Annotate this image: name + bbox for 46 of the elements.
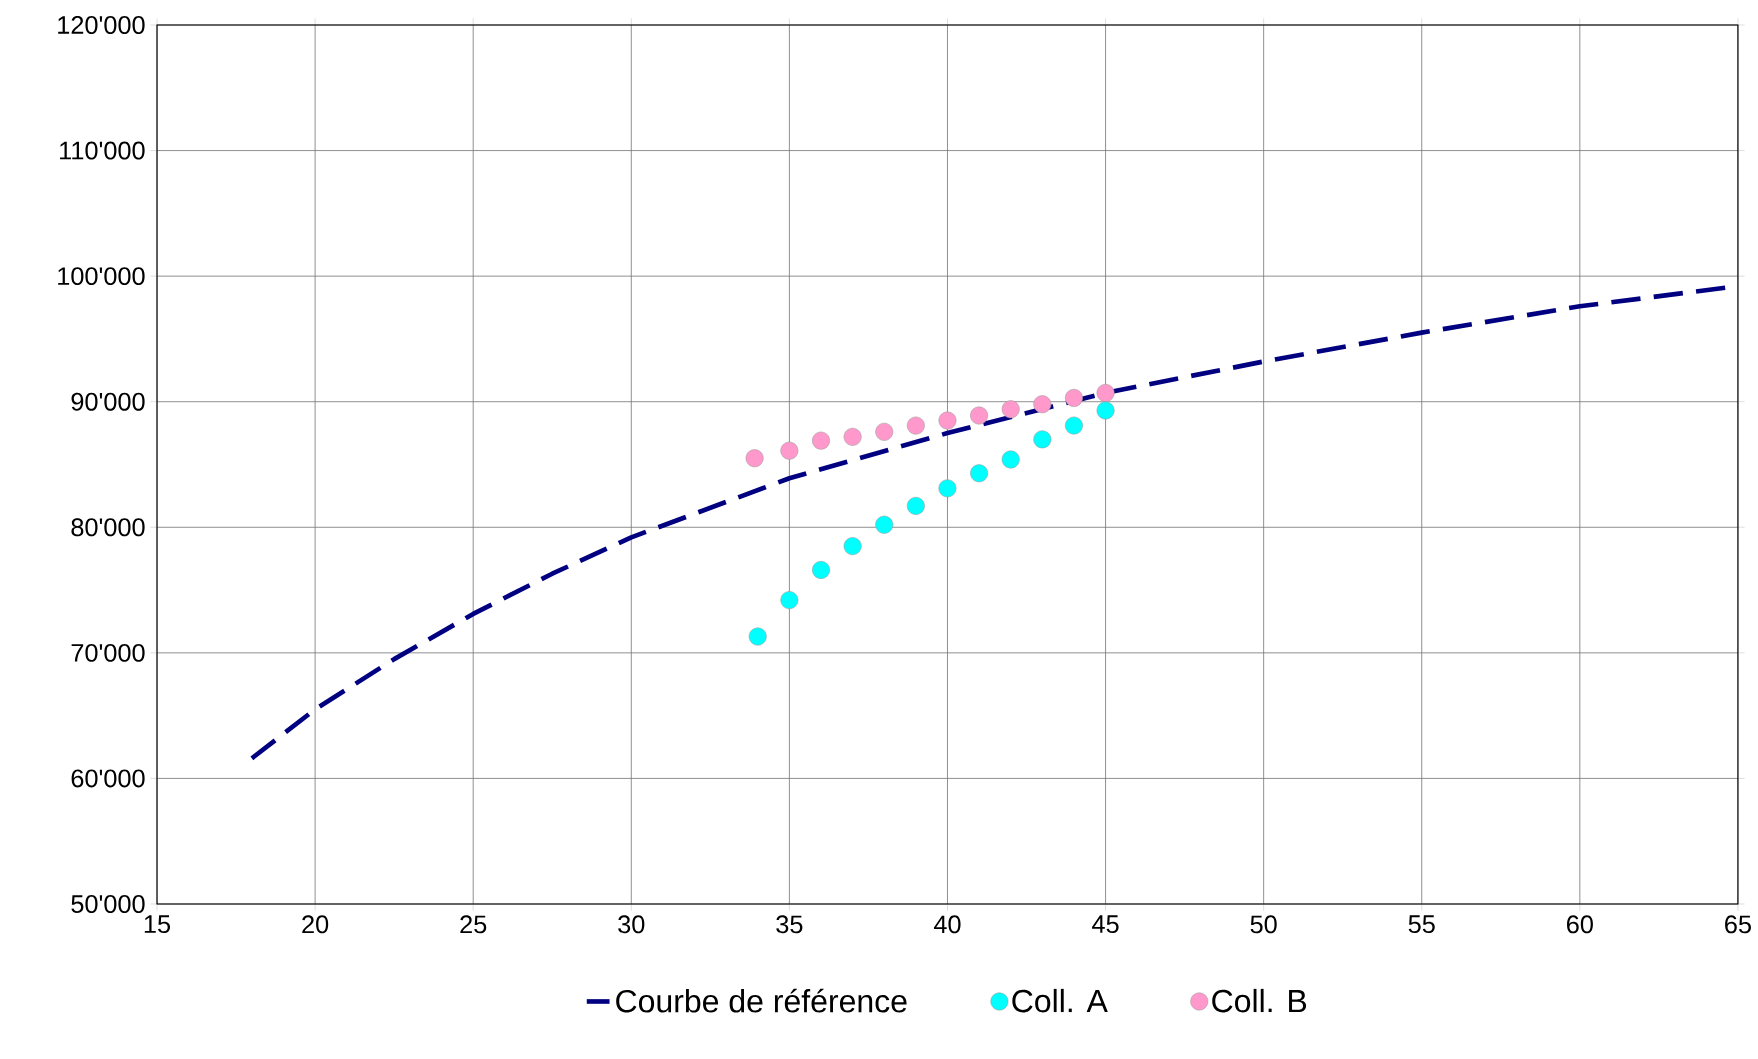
point: [875, 515, 894, 534]
x-tick-label: 15: [144, 915, 171, 934]
x-tick-label: 20: [302, 915, 329, 934]
y-tick-label: 120'000: [58, 16, 145, 34]
point: [748, 627, 767, 646]
x-tick-label: 45: [1092, 915, 1119, 934]
x-tick-label: 25: [460, 915, 487, 934]
point: [843, 427, 862, 446]
point: [1096, 401, 1115, 420]
y-tick-label: 50'000: [71, 895, 145, 913]
y-tick-label: 80'000: [71, 518, 145, 537]
y-tick-label: 110'000: [60, 141, 145, 160]
point: [970, 406, 989, 425]
point: [812, 561, 830, 579]
point: [1033, 430, 1052, 449]
x-tick-label: 50: [1250, 915, 1277, 934]
y-tick-label: 70'000: [71, 643, 145, 662]
y-tick-label: 100'000: [58, 267, 145, 286]
point: [1033, 395, 1052, 414]
point: [906, 416, 925, 435]
point: [1001, 450, 1020, 469]
point: [780, 441, 799, 460]
point: [843, 537, 862, 556]
point: [812, 431, 830, 450]
y-tick-label: 60'000: [71, 769, 145, 788]
point: [1065, 389, 1083, 407]
x-tick-label: 30: [618, 915, 645, 934]
x-tick-label: 40: [933, 915, 961, 934]
point: [745, 449, 764, 468]
point: [906, 496, 925, 515]
point: [1096, 383, 1115, 402]
x-tick-label: 60: [1567, 915, 1593, 934]
x-tick-label: 35: [776, 915, 803, 934]
point: [1065, 416, 1083, 435]
x-tick-label: 55: [1408, 915, 1435, 934]
legend-label: Coll. A: [1012, 988, 1108, 1013]
legend-label: Courbe de référence: [616, 988, 907, 1013]
y-tick-label: 90'000: [71, 392, 145, 411]
point: [875, 422, 894, 441]
point: [1001, 400, 1020, 419]
x-tick-label: 65: [1725, 915, 1751, 934]
point: [970, 464, 989, 483]
legend-label: Coll. B: [1212, 988, 1307, 1013]
point: [938, 411, 957, 430]
point: [938, 479, 957, 498]
point: [780, 591, 799, 610]
